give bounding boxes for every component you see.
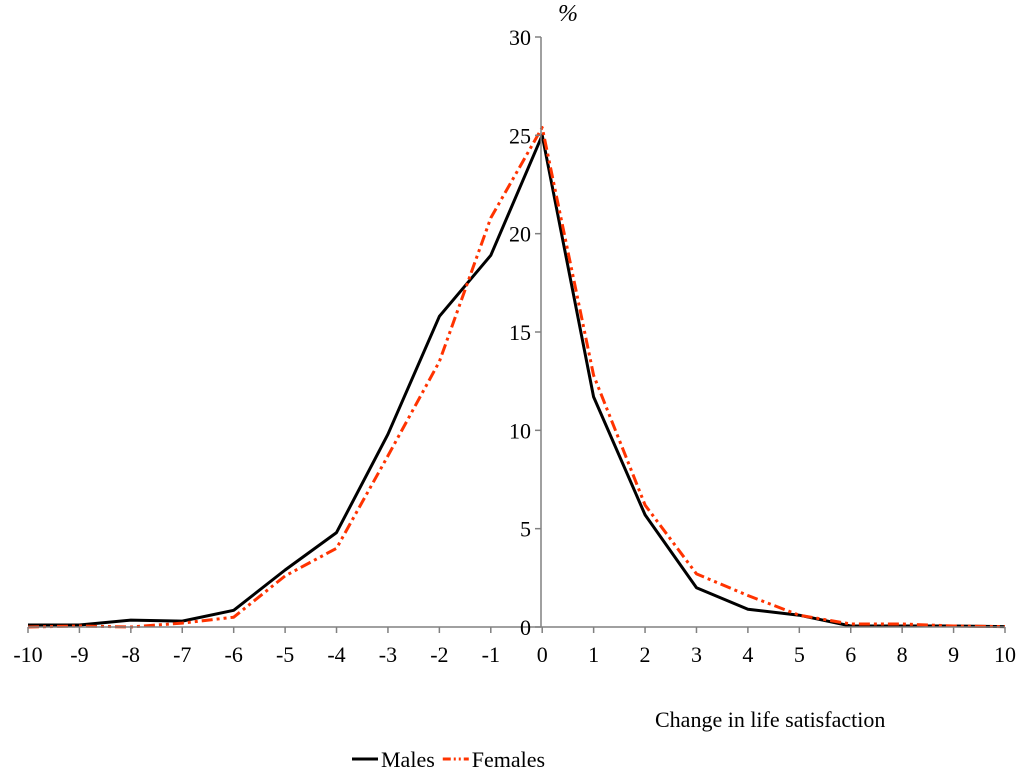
x-tick-label: 0 xyxy=(537,642,548,667)
x-tick-label: -8 xyxy=(122,642,140,667)
x-tick-label: -6 xyxy=(225,642,243,667)
y-tick-label: 5 xyxy=(520,517,531,542)
x-axis-title: Change in life satisfaction xyxy=(655,707,885,732)
series-line-males xyxy=(28,133,1006,629)
x-tick-label: -7 xyxy=(173,642,191,667)
x-tick-label: -5 xyxy=(276,642,294,667)
y-tick-label: 25 xyxy=(509,123,531,148)
plot-lines xyxy=(27,126,1006,629)
y-axis-unit-label: % xyxy=(558,1,578,27)
x-tick-label: 1 xyxy=(588,642,599,667)
x-tick-label: -3 xyxy=(379,642,397,667)
x-tick-label: 2 xyxy=(640,642,651,667)
x-tick-label: 4 xyxy=(742,642,753,667)
y-tick-label: 0 xyxy=(520,615,531,640)
y-tick-label: 30 xyxy=(509,25,531,50)
x-tick-label: 10 xyxy=(994,642,1016,667)
legend: Males Females xyxy=(352,747,545,772)
x-tick-label: -4 xyxy=(327,642,345,667)
x-tick-label: -2 xyxy=(430,642,448,667)
axes xyxy=(27,36,1006,633)
x-tick-label: 9 xyxy=(948,642,959,667)
x-tick-label: -1 xyxy=(482,642,500,667)
y-tick-label: 10 xyxy=(509,418,531,443)
x-tick-label: -9 xyxy=(70,642,88,667)
x-tick-label: 5 xyxy=(794,642,805,667)
x-tick-label: 8 xyxy=(897,642,908,667)
y-tick-label: 20 xyxy=(509,222,531,247)
series-line-females xyxy=(27,126,1006,629)
x-tick-label: -10 xyxy=(13,642,42,667)
y-tick-label: 15 xyxy=(509,320,531,345)
legend-label-females: Females xyxy=(472,747,545,772)
legend-label-males: Males xyxy=(381,747,435,772)
x-tick-label: 3 xyxy=(691,642,702,667)
x-tick-label: 6 xyxy=(845,642,856,667)
